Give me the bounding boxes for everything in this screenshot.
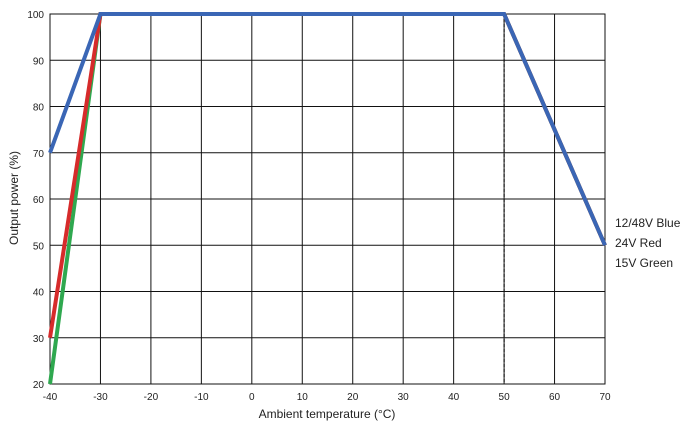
x-tick-label: 10 bbox=[297, 392, 309, 403]
x-tick-labels: -40 -30 -20 -10 0 10 20 30 40 50 60 70 bbox=[43, 392, 611, 403]
x-tick-label: -40 bbox=[43, 392, 58, 403]
legend: 12/48V Blue 24V Red 15V Green bbox=[615, 216, 681, 270]
y-tick-label: 20 bbox=[33, 380, 45, 391]
x-tick-label: -30 bbox=[93, 392, 108, 403]
grid bbox=[49, 13, 606, 385]
x-tick-label: 70 bbox=[599, 392, 611, 403]
x-tick-label: 50 bbox=[499, 392, 511, 403]
legend-item-green: 15V Green bbox=[615, 256, 673, 270]
y-tick-label: 70 bbox=[33, 149, 45, 160]
y-tick-label: 80 bbox=[33, 103, 45, 114]
x-tick-label: -10 bbox=[194, 392, 209, 403]
x-tick-label: 30 bbox=[398, 392, 410, 403]
y-tick-labels: 20 30 40 50 60 70 80 90 100 bbox=[27, 10, 44, 391]
x-tick-label: 0 bbox=[249, 392, 255, 403]
y-axis-title: Output power (%) bbox=[7, 151, 21, 245]
y-tick-label: 40 bbox=[33, 288, 45, 299]
x-axis-title: Ambient temperature (°C) bbox=[259, 407, 396, 421]
x-tick-label: 40 bbox=[448, 392, 460, 403]
legend-item-red: 24V Red bbox=[615, 236, 662, 250]
y-tick-label: 100 bbox=[27, 10, 44, 21]
series-line-1 bbox=[48, 12, 607, 339]
y-tick-label: 30 bbox=[33, 334, 45, 345]
y-tick-label: 60 bbox=[33, 195, 45, 206]
legend-item-blue: 12/48V Blue bbox=[615, 216, 681, 230]
y-tick-label: 90 bbox=[33, 56, 45, 67]
x-tick-label: -20 bbox=[144, 392, 159, 403]
x-tick-label: 20 bbox=[347, 392, 359, 403]
series-line-2 bbox=[48, 12, 607, 247]
series-group bbox=[48, 12, 607, 385]
x-tick-label: 60 bbox=[549, 392, 561, 403]
y-tick-label: 50 bbox=[33, 241, 45, 252]
